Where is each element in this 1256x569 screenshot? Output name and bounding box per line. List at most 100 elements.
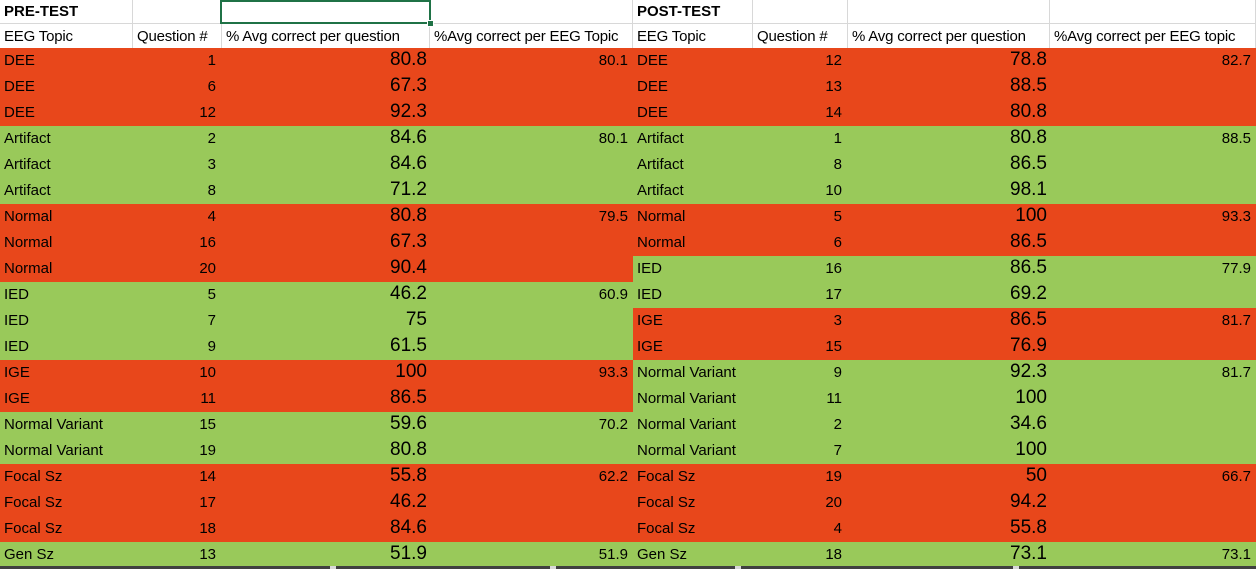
pretest-header-eeg-topic[interactable]: EEG Topic: [0, 24, 133, 48]
cell-avg-per-topic[interactable]: [1050, 490, 1256, 516]
cell-eeg-topic[interactable]: IGE: [637, 312, 663, 329]
cell-question-number[interactable]: 14: [199, 468, 216, 485]
cell-question-number[interactable]: 13: [199, 546, 216, 563]
cell-avg-per-topic[interactable]: [1050, 438, 1256, 464]
posttest-header-eeg-topic[interactable]: EEG Topic: [633, 24, 753, 48]
cell-eeg-topic[interactable]: Normal Variant: [637, 416, 736, 433]
cell-avg-per-question[interactable]: 73.1: [1010, 543, 1047, 564]
cell-question-number[interactable]: 6: [833, 234, 842, 251]
cell-avg-per-question[interactable]: 80.8: [1010, 101, 1047, 122]
pretest-title-cell[interactable]: PRE-TEST: [0, 0, 133, 23]
cell-avg-per-question[interactable]: 84.6: [390, 153, 427, 174]
cell-eeg-topic[interactable]: Focal Sz: [4, 468, 63, 485]
cell-question-number[interactable]: 4: [833, 520, 842, 537]
selection-fill-handle[interactable]: [427, 20, 434, 27]
cell-eeg-topic[interactable]: Artifact: [4, 130, 51, 147]
cell-eeg-topic[interactable]: Gen Sz: [637, 546, 688, 563]
cell-avg-per-topic[interactable]: [1050, 412, 1256, 438]
cell-eeg-topic[interactable]: Normal Variant: [637, 364, 736, 381]
cell-avg-per-topic[interactable]: 80.1: [598, 52, 628, 69]
cell-eeg-topic[interactable]: Normal Variant: [4, 442, 103, 459]
cell-avg-per-topic[interactable]: [1050, 74, 1256, 100]
cell-question-number[interactable]: 4: [207, 208, 216, 225]
cell-eeg-topic[interactable]: DEE: [4, 104, 35, 121]
cell-avg-per-topic[interactable]: [1050, 230, 1256, 256]
posttest-title-cell[interactable]: POST-TEST: [633, 0, 753, 23]
cell-avg-per-topic[interactable]: 73.1: [1221, 546, 1251, 563]
cell-avg-per-question[interactable]: 71.2: [390, 179, 427, 200]
cell-avg-per-topic[interactable]: [1050, 516, 1256, 542]
cell-avg-per-topic[interactable]: [1050, 334, 1256, 360]
cell-question-number[interactable]: 2: [833, 416, 842, 433]
cell-avg-per-topic[interactable]: 77.9: [1221, 260, 1251, 277]
cell-avg-per-topic[interactable]: [1050, 386, 1256, 412]
cell-avg-per-question[interactable]: 98.1: [1010, 179, 1047, 200]
cell-eeg-topic[interactable]: Focal Sz: [637, 520, 696, 537]
cell-eeg-topic[interactable]: DEE: [637, 52, 668, 69]
cell-eeg-topic[interactable]: Normal Variant: [637, 442, 736, 459]
cell-eeg-topic[interactable]: Artifact: [637, 130, 684, 147]
cell-avg-per-question[interactable]: 67.3: [390, 231, 427, 252]
cell-question-number[interactable]: 17: [199, 494, 216, 511]
cell-avg-per-topic[interactable]: 70.2: [598, 416, 628, 433]
cell-avg-per-question[interactable]: 46.2: [390, 283, 427, 304]
cell-eeg-topic[interactable]: IGE: [637, 338, 663, 355]
cell-avg-per-question[interactable]: 51.9: [390, 543, 427, 564]
cell-eeg-topic[interactable]: Artifact: [4, 156, 51, 173]
cell-avg-per-topic[interactable]: [430, 152, 633, 178]
cell-question-number[interactable]: 13: [825, 78, 842, 95]
cell-question-number[interactable]: 11: [826, 390, 842, 407]
cell-avg-per-question[interactable]: 76.9: [1010, 335, 1047, 356]
pretest-header-question-number[interactable]: Question #: [133, 24, 222, 48]
cell-avg-per-question[interactable]: 80.8: [390, 49, 427, 70]
empty-cell[interactable]: [848, 0, 1050, 23]
pretest-header-avg-per-question[interactable]: % Avg correct per question: [222, 24, 430, 48]
cell-avg-per-topic[interactable]: 93.3: [598, 364, 628, 381]
cell-avg-per-topic[interactable]: [1050, 100, 1256, 126]
cell-avg-per-question[interactable]: 84.6: [390, 517, 427, 538]
cell-avg-per-topic[interactable]: [430, 256, 633, 282]
cell-question-number[interactable]: 12: [199, 104, 216, 121]
cell-eeg-topic[interactable]: IGE: [4, 390, 30, 407]
cell-question-number[interactable]: 11: [200, 390, 216, 407]
cell-avg-per-question[interactable]: 92.3: [1010, 361, 1047, 382]
cell-avg-per-topic[interactable]: 51.9: [598, 546, 628, 563]
cell-avg-per-topic[interactable]: [430, 74, 633, 100]
cell-question-number[interactable]: 15: [199, 416, 216, 433]
cell-avg-per-question[interactable]: 34.6: [1010, 413, 1047, 434]
cell-eeg-topic[interactable]: IED: [637, 260, 663, 277]
cell-eeg-topic[interactable]: Artifact: [637, 182, 684, 199]
cell-avg-per-question[interactable]: 92.3: [390, 101, 427, 122]
cell-question-number[interactable]: 9: [207, 338, 216, 355]
cell-question-number[interactable]: 12: [825, 52, 842, 69]
empty-cell[interactable]: [1050, 0, 1256, 23]
cell-avg-per-question[interactable]: 46.2: [390, 491, 427, 512]
cell-question-number[interactable]: 8: [207, 182, 216, 199]
cell-avg-per-question[interactable]: 100: [1015, 387, 1047, 408]
cell-question-number[interactable]: 3: [207, 156, 216, 173]
cell-avg-per-question[interactable]: 80.8: [1010, 127, 1047, 148]
cell-avg-per-question[interactable]: 55.8: [1010, 517, 1047, 538]
cell-avg-per-question[interactable]: 100: [395, 361, 427, 382]
cell-avg-per-topic[interactable]: [430, 100, 633, 126]
cell-avg-per-question[interactable]: 100: [1015, 439, 1047, 460]
cell-question-number[interactable]: 20: [199, 260, 216, 277]
cell-avg-per-topic[interactable]: [430, 308, 633, 334]
posttest-header-avg-per-topic[interactable]: %Avg correct per EEG topic: [1050, 24, 1256, 48]
empty-cell[interactable]: [430, 0, 633, 23]
cell-question-number[interactable]: 2: [207, 130, 216, 147]
cell-question-number[interactable]: 17: [825, 286, 842, 303]
cell-eeg-topic[interactable]: DEE: [637, 104, 668, 121]
cell-question-number[interactable]: 19: [825, 468, 842, 485]
cell-avg-per-topic[interactable]: 62.2: [598, 468, 628, 485]
cell-avg-per-question[interactable]: 55.8: [390, 465, 427, 486]
cell-avg-per-topic[interactable]: 82.7: [1221, 52, 1251, 69]
cell-question-number[interactable]: 20: [825, 494, 842, 511]
cell-eeg-topic[interactable]: Normal Variant: [4, 416, 103, 433]
cell-question-number[interactable]: 1: [833, 130, 842, 147]
cell-question-number[interactable]: 7: [833, 442, 842, 459]
cell-avg-per-question[interactable]: 86.5: [390, 387, 427, 408]
cell-question-number[interactable]: 6: [207, 78, 216, 95]
cell-avg-per-topic[interactable]: [430, 386, 633, 412]
cell-avg-per-topic[interactable]: [430, 438, 633, 464]
